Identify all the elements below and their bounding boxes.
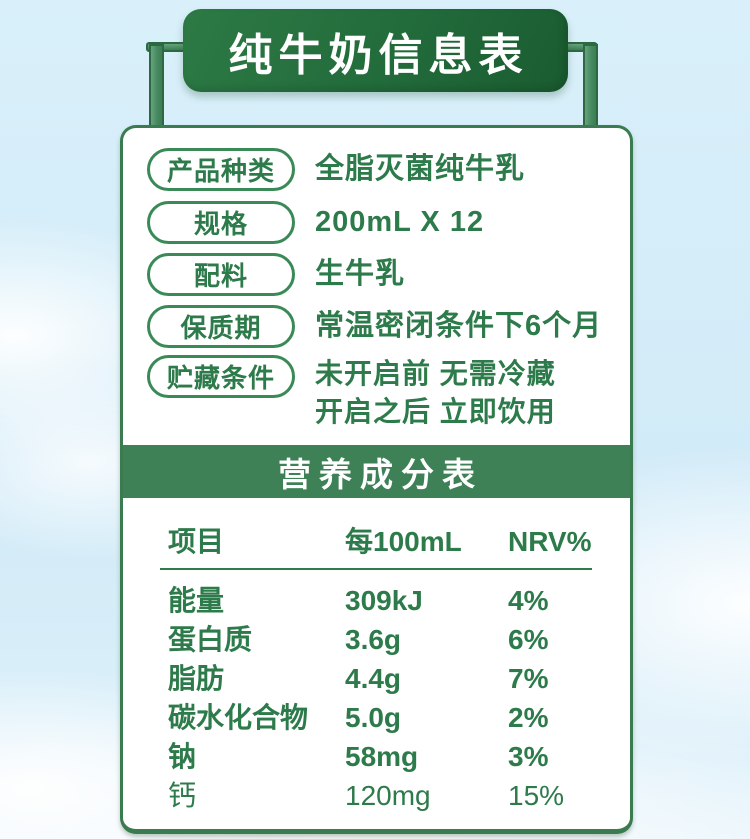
row-item: 碳水化合物 [168, 702, 309, 733]
info-value: 常温密闭条件下6个月 [315, 310, 603, 342]
row-nrv: 2% [508, 702, 549, 733]
info-card: 产品种类 全脂灭菌纯牛乳 规格 200mL X 12 配料 生牛乳 保质期 常温… [120, 125, 633, 834]
sign-frame-right-post [583, 44, 598, 129]
table-row-carbohydrate: 碳水化合物 5.0g 2% [123, 700, 630, 736]
info-label-pill: 保质期 [147, 305, 295, 348]
table-row-sodium: 钠 58mg 3% [123, 739, 630, 775]
info-label: 规格 [193, 209, 248, 239]
table-row-calcium: 钙 120mg 15% [123, 778, 630, 814]
info-label-pill: 贮藏条件 [147, 355, 295, 398]
storage-line-1: 未开启前 无需冷藏 [315, 358, 556, 389]
storage-line-2: 开启之后 立即饮用 [315, 396, 556, 427]
nutrition-banner-title: 营养成分表 [278, 455, 483, 493]
info-value: 未开启前 无需冷藏 开启之后 立即饮用 [315, 355, 556, 431]
row-per100ml: 309kJ [345, 585, 423, 616]
row-nrv: 15% [508, 780, 565, 811]
col-header-nrv: NRV% [508, 526, 592, 557]
table-row-fat: 脂肪 4.4g 7% [123, 661, 630, 697]
info-label: 贮藏条件 [166, 363, 275, 393]
row-per100ml: 4.4g [345, 663, 402, 694]
info-label-pill: 配料 [147, 253, 295, 296]
row-per100ml: 5.0g [345, 702, 402, 733]
table-row-energy: 能量 309kJ 4% [123, 583, 630, 619]
col-header-per100ml: 每100mL [345, 526, 462, 557]
info-label-pill: 规格 [147, 201, 295, 244]
page-title: 纯牛奶信息表 [228, 30, 529, 80]
nutrition-banner: 营养成分表 [123, 445, 630, 498]
info-value: 生牛乳 [315, 258, 406, 290]
info-label: 产品种类 [166, 156, 275, 186]
sign-frame-left-post [149, 44, 164, 129]
table-row-protein: 蛋白质 3.6g 6% [123, 622, 630, 658]
row-item: 能量 [168, 585, 225, 616]
col-header-item: 项目 [168, 526, 225, 557]
row-per100ml: 120mg [345, 780, 431, 811]
info-value: 全脂灭菌纯牛乳 [315, 153, 526, 185]
info-value: 200mL X 12 [315, 206, 485, 238]
row-nrv: 4% [508, 585, 549, 616]
header-divider [160, 568, 592, 570]
row-item: 脂肪 [168, 663, 225, 694]
row-item: 钙 [168, 780, 197, 811]
row-nrv: 3% [508, 741, 549, 772]
info-label-pill: 产品种类 [147, 148, 295, 191]
nutrition-table-header: 项目 每100mL NRV% [123, 524, 630, 560]
row-nrv: 7% [508, 663, 549, 694]
info-label: 配料 [193, 261, 248, 291]
row-item: 钠 [168, 741, 197, 772]
row-item: 蛋白质 [168, 624, 253, 655]
info-label: 保质期 [180, 313, 262, 343]
row-nrv: 6% [508, 624, 549, 655]
title-banner: 纯牛奶信息表 [183, 9, 568, 92]
row-per100ml: 58mg [345, 741, 419, 772]
row-per100ml: 3.6g [345, 624, 402, 655]
